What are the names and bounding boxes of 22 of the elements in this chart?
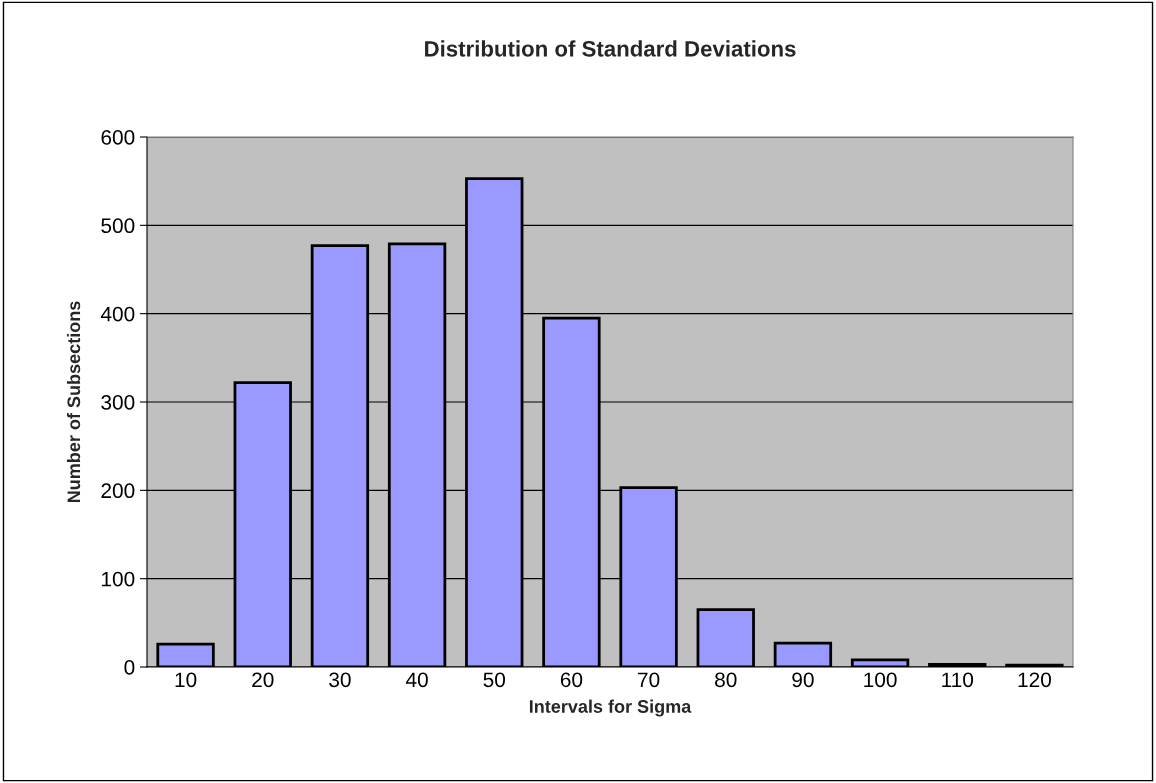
x-tick-label: 120	[1018, 672, 1051, 688]
x-tick-label: 110	[942, 672, 974, 688]
y-tick-label: 600	[101, 130, 135, 145]
x-axis-title: Intervals for Sigma	[529, 699, 692, 717]
y-tick-label: 300	[101, 395, 135, 410]
x-tick-label: 70	[638, 672, 660, 688]
x-tick-label: 60	[560, 672, 583, 688]
y-tick-label: 200	[101, 483, 135, 499]
x-tick-label: 90	[792, 672, 814, 688]
y-tick-label: 500	[101, 218, 135, 234]
y-tick-label: 400	[100, 306, 135, 322]
chart-title: Distribution of Standard Deviations	[425, 40, 796, 57]
x-tick-label: 50	[483, 672, 506, 688]
x-tick-label: 10	[175, 672, 197, 688]
x-tick-label: 30	[329, 672, 351, 688]
y-tick-label: 0	[124, 660, 135, 675]
x-tick-label: 80	[715, 672, 737, 688]
x-tick-label: 40	[405, 672, 428, 688]
y-tick-label: 100	[102, 571, 135, 587]
y-axis-title: Number of Subsections	[66, 301, 81, 503]
x-tick-label: 20	[252, 672, 274, 688]
x-tick-label: 100	[864, 672, 897, 688]
